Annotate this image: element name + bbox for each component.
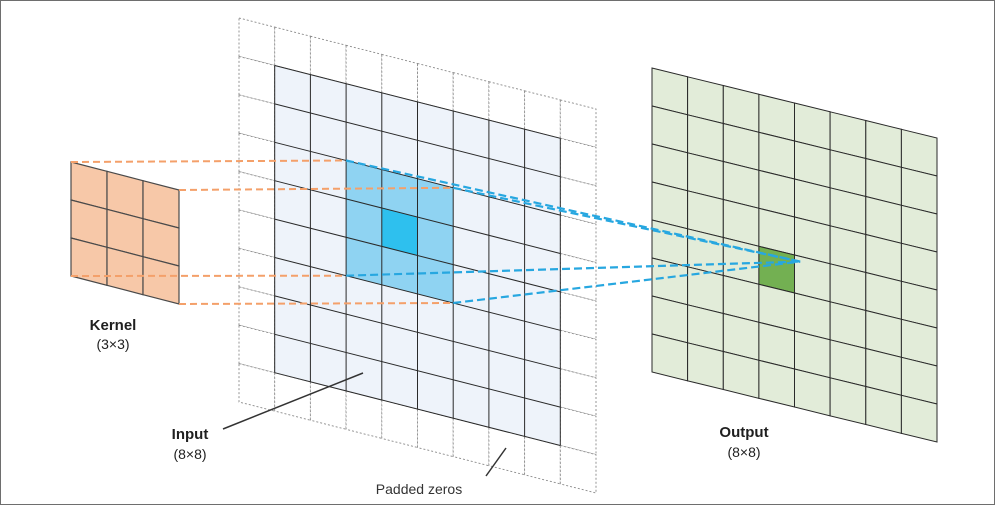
- padding-note: Padded zeros: [376, 481, 462, 497]
- output-cell: [901, 395, 937, 442]
- input-title: Input: [172, 426, 209, 443]
- kernel-grid: [71, 162, 179, 304]
- kernel-title: Kernel: [90, 317, 137, 334]
- output-cell: [866, 387, 902, 434]
- kernel-projection-line: [179, 303, 453, 304]
- kernel-size: (3×3): [96, 336, 129, 352]
- output-cell: [795, 369, 831, 416]
- input-size: (8×8): [173, 446, 206, 462]
- output-cell: [830, 378, 866, 425]
- output-cell: [723, 352, 759, 399]
- output-size: (8×8): [727, 444, 760, 460]
- output-cell: [688, 343, 724, 390]
- output-cell: [652, 334, 688, 381]
- output-cell: [759, 360, 795, 407]
- output-title: Output: [719, 424, 768, 441]
- output-grid: [652, 68, 937, 442]
- input-grid: [239, 18, 596, 493]
